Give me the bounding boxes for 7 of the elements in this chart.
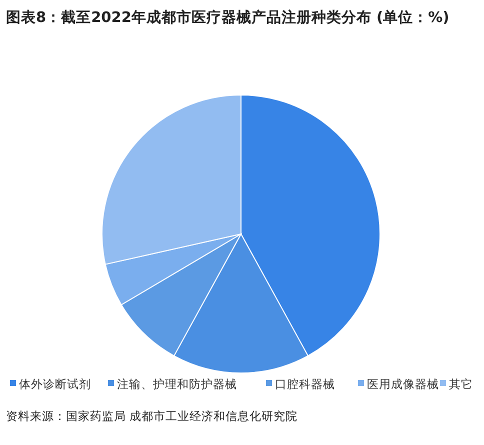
legend-label: 其它 [449,377,473,391]
text: 资料来源：国家药监局 成都市工业经济和信息化研究院 [6,409,298,423]
legend-label: 体外诊断试剂 [19,377,91,391]
legend-label: 注输、护理和防护器械 [117,377,237,391]
legend-label: 医用成像器械 [367,377,439,391]
chart-title: 图表8：截至2022年成都市医疗器械产品注册种类分布 (单位：%) [6,8,450,26]
legend-label: 口腔科器械 [275,377,335,391]
